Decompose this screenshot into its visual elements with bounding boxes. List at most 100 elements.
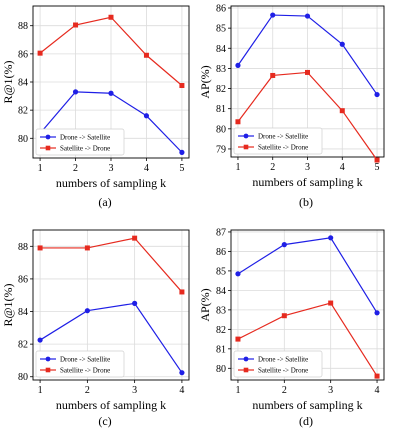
x-tick-label: 2 xyxy=(270,162,275,173)
y-tick-label: 81 xyxy=(216,104,226,115)
legend-label-1: Drone -> Satellite xyxy=(60,134,110,142)
chart-panel-1: 1 2 3 4 5 80 82 84 86 88 numbers of sampling k R@1(… xyxy=(1,5,190,209)
series-line-1 xyxy=(237,237,378,314)
data-point-1 xyxy=(270,12,276,18)
data-point-2 xyxy=(328,300,334,306)
series-line-2 xyxy=(40,237,183,293)
legend-marker-2 xyxy=(243,367,249,373)
y-tick-label: 83 xyxy=(216,64,226,75)
x-tick-label: 2 xyxy=(85,385,90,396)
x-tick-label: 1 xyxy=(235,385,240,396)
y-tick-label: 84 xyxy=(18,307,28,318)
x-tick-label: 2 xyxy=(73,163,78,174)
data-point-2 xyxy=(179,289,185,295)
legend-label-1: Drone -> Satellite xyxy=(258,133,308,141)
x-tick-label: 1 xyxy=(38,385,43,396)
y-tick-label: 79 xyxy=(216,144,226,155)
data-point-1 xyxy=(37,337,43,343)
data-point-2 xyxy=(235,336,241,342)
y-tick-label: 82 xyxy=(18,106,28,117)
data-point-2 xyxy=(374,157,380,163)
y-tick-label: 88 xyxy=(18,21,28,32)
x-tick-label: 3 xyxy=(109,163,114,174)
panel-caption: (a) xyxy=(98,195,111,209)
y-tick-label: 87 xyxy=(216,227,226,238)
legend-label-1: Drone -> Satellite xyxy=(60,356,110,364)
y-tick-label: 80 xyxy=(18,134,28,145)
legend-marker-1 xyxy=(45,134,51,140)
data-point-1 xyxy=(328,235,334,241)
data-point-1 xyxy=(179,370,185,376)
y-axis-label: R@1(%) xyxy=(1,283,15,326)
data-point-2 xyxy=(270,72,276,78)
chart-panel-4: 1 2 3 4 80 81 82 83 84 85 86 87 numbers of sampling … xyxy=(198,227,385,428)
y-tick-label: 86 xyxy=(18,49,28,60)
y-axis-label: AP(%) xyxy=(198,288,212,321)
data-point-1 xyxy=(108,90,114,96)
y-tick-label: 83 xyxy=(216,305,226,316)
x-tick-label: 5 xyxy=(375,162,380,173)
y-tick-label: 88 xyxy=(18,242,28,253)
legend-box xyxy=(35,350,125,378)
x-tick-label: 5 xyxy=(179,163,184,174)
x-tick-label: 4 xyxy=(375,385,380,396)
x-tick-label: 3 xyxy=(305,162,310,173)
y-tick-label: 86 xyxy=(18,274,28,285)
chart-panel-2: 1 2 3 4 5 79 80 81 82 83 84 85 86 numbers of sampling… xyxy=(198,4,385,209)
plot-frame xyxy=(32,229,190,381)
series-line-1 xyxy=(39,302,183,374)
legend-label-2: Satellite -> Drone xyxy=(258,144,308,152)
data-point-2 xyxy=(235,119,241,125)
data-point-2 xyxy=(339,108,345,114)
legend-marker-1 xyxy=(45,356,51,362)
legend-marker-2 xyxy=(45,367,51,373)
y-tick-label: 81 xyxy=(216,344,226,355)
x-tick-label: 1 xyxy=(235,162,240,173)
y-tick-label: 80 xyxy=(216,124,226,135)
legend-marker-2 xyxy=(45,145,51,151)
data-point-1 xyxy=(339,41,345,47)
y-tick-label: 86 xyxy=(216,247,226,258)
y-tick-label: 86 xyxy=(216,4,226,15)
data-point-1 xyxy=(374,310,380,316)
data-point-1 xyxy=(235,62,241,68)
data-point-1 xyxy=(84,308,90,314)
data-point-1 xyxy=(235,271,241,277)
y-tick-label: 82 xyxy=(216,325,226,336)
y-tick-label: 85 xyxy=(216,24,226,35)
data-point-2 xyxy=(374,373,380,379)
x-tick-label: 4 xyxy=(179,385,184,396)
x-tick-label: 4 xyxy=(144,163,149,174)
legend-label-1: Drone -> Satellite xyxy=(258,356,308,364)
x-axis-label: numbers of sampling k xyxy=(56,398,166,412)
y-tick-label: 84 xyxy=(18,78,28,89)
data-point-1 xyxy=(179,149,185,155)
y-tick-label: 85 xyxy=(216,266,226,277)
y-tick-label: 84 xyxy=(216,286,226,297)
data-point-2 xyxy=(108,14,114,20)
legend-box xyxy=(35,128,125,156)
y-axis-label: R@1(%) xyxy=(1,60,15,103)
data-point-1 xyxy=(143,113,150,119)
series-line-2 xyxy=(237,302,378,377)
data-point-1 xyxy=(72,89,79,95)
legend-marker-2 xyxy=(243,144,249,150)
y-axis-label: AP(%) xyxy=(198,65,212,98)
legend-marker-1 xyxy=(243,133,249,139)
x-tick-label: 3 xyxy=(328,385,333,396)
data-point-2 xyxy=(143,52,149,58)
data-point-2 xyxy=(73,22,79,28)
y-tick-label: 80 xyxy=(216,364,226,375)
plot-frame xyxy=(230,229,385,381)
data-point-1 xyxy=(132,300,138,306)
legend-box xyxy=(233,350,323,378)
y-tick-label: 82 xyxy=(18,340,28,351)
data-point-1 xyxy=(281,242,287,248)
legend-label-2: Satellite -> Drone xyxy=(60,145,110,153)
legend-label-2: Satellite -> Drone xyxy=(60,367,110,375)
legend-marker-1 xyxy=(243,356,249,362)
panel-caption: (d) xyxy=(299,414,313,428)
y-tick-label: 80 xyxy=(18,372,28,383)
legend-label-2: Satellite -> Drone xyxy=(258,367,308,375)
data-point-2 xyxy=(37,50,43,56)
